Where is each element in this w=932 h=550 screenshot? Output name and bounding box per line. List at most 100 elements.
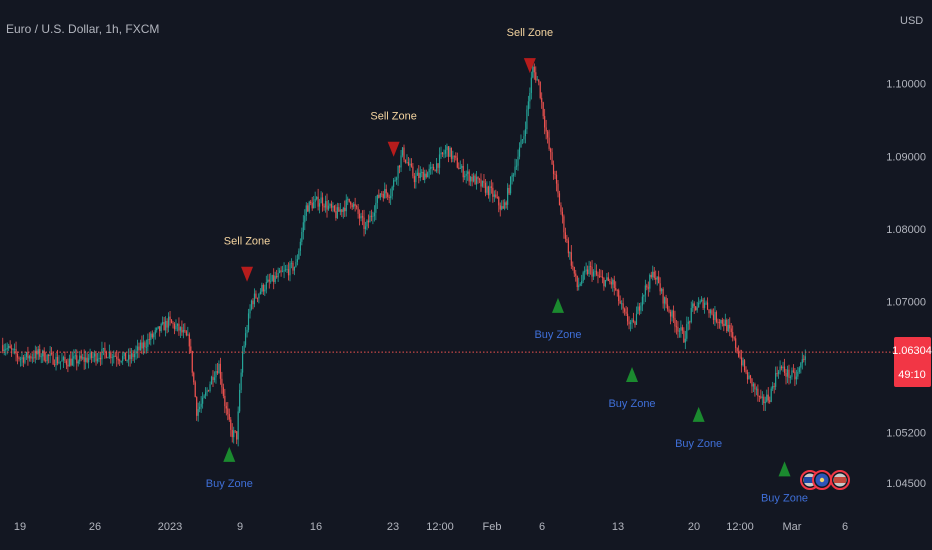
candle (470, 175, 472, 187)
candle (742, 357, 744, 367)
candle (511, 172, 513, 185)
candle (631, 318, 633, 329)
us-flag-icon[interactable] (812, 470, 832, 490)
candle (348, 198, 350, 203)
candle (520, 134, 522, 148)
candle (403, 144, 405, 163)
candle (576, 275, 578, 291)
candle (179, 326, 182, 338)
candle (341, 208, 343, 217)
candle (385, 184, 387, 199)
candle (326, 193, 328, 218)
candle (656, 276, 658, 286)
candle (153, 332, 155, 345)
candle (261, 282, 263, 295)
candle (373, 205, 375, 222)
candle (393, 177, 395, 191)
candle (517, 149, 519, 171)
symbol-title[interactable]: Euro / U.S. Dollar, 1h, FXCM (6, 22, 160, 36)
buy-triangle-icon (626, 366, 639, 382)
candle (427, 171, 429, 178)
candle (740, 349, 743, 373)
candle (58, 355, 60, 365)
candle (483, 174, 485, 188)
event-icons[interactable] (800, 470, 850, 490)
candle (446, 143, 448, 157)
candle (715, 310, 718, 324)
candle (354, 197, 356, 212)
candle (594, 262, 596, 277)
candle (447, 146, 450, 163)
candle (478, 177, 481, 184)
candle (629, 319, 632, 332)
candle (202, 392, 204, 409)
candle (65, 359, 68, 370)
candle (21, 351, 23, 367)
candle (557, 179, 559, 198)
candle (196, 396, 198, 421)
candle (530, 71, 532, 100)
candle (255, 290, 257, 299)
candle (684, 330, 686, 350)
candle (89, 348, 91, 360)
candle (587, 265, 589, 276)
candle (569, 251, 571, 260)
candle (310, 199, 312, 206)
candle (591, 260, 593, 282)
candle (133, 349, 136, 363)
candle (273, 268, 275, 290)
candle (412, 163, 414, 179)
candle (25, 351, 28, 361)
candle (703, 297, 706, 314)
candle (415, 170, 417, 189)
candle (755, 386, 757, 396)
candle (443, 149, 445, 159)
candle (79, 351, 81, 365)
x-tick-label: 26 (89, 521, 101, 533)
candle (504, 199, 506, 211)
candle (384, 182, 386, 199)
candle (82, 353, 84, 361)
x-tick-label: 19 (14, 521, 26, 533)
candle (391, 185, 393, 200)
candle (141, 335, 143, 355)
candle (563, 214, 565, 239)
candle (71, 351, 73, 366)
candle (242, 345, 244, 377)
candle (249, 304, 251, 319)
sell-zone-label: Sell Zone (507, 27, 553, 39)
candle (181, 320, 183, 336)
candle (366, 219, 368, 231)
candle (515, 159, 518, 171)
candle (800, 361, 802, 374)
candle (797, 366, 799, 380)
candle (290, 258, 293, 269)
candle (86, 352, 88, 364)
x-axis: 19 26 2023 9 16 23 12:00 Feb 6 13 20 12:00 Mar 6 (14, 521, 848, 533)
candle (128, 348, 130, 367)
sell-triangle-icon (387, 141, 400, 157)
candle (720, 319, 722, 330)
candle (358, 209, 361, 226)
candle (173, 322, 176, 335)
eu-flag-icon[interactable] (830, 470, 850, 490)
candle (413, 172, 415, 189)
candle (538, 79, 540, 86)
candle (301, 227, 303, 246)
candle (564, 227, 566, 243)
candle (545, 119, 547, 140)
candle (298, 248, 300, 260)
candle (723, 319, 725, 332)
candle (450, 147, 452, 163)
candle (658, 270, 660, 284)
candle (126, 359, 128, 363)
candle (474, 173, 476, 185)
candle (203, 394, 205, 399)
currency-label: USD (900, 15, 924, 27)
candle (142, 334, 144, 355)
candle (529, 87, 531, 109)
candle (147, 333, 149, 352)
candle (637, 302, 639, 315)
candle (613, 275, 615, 296)
